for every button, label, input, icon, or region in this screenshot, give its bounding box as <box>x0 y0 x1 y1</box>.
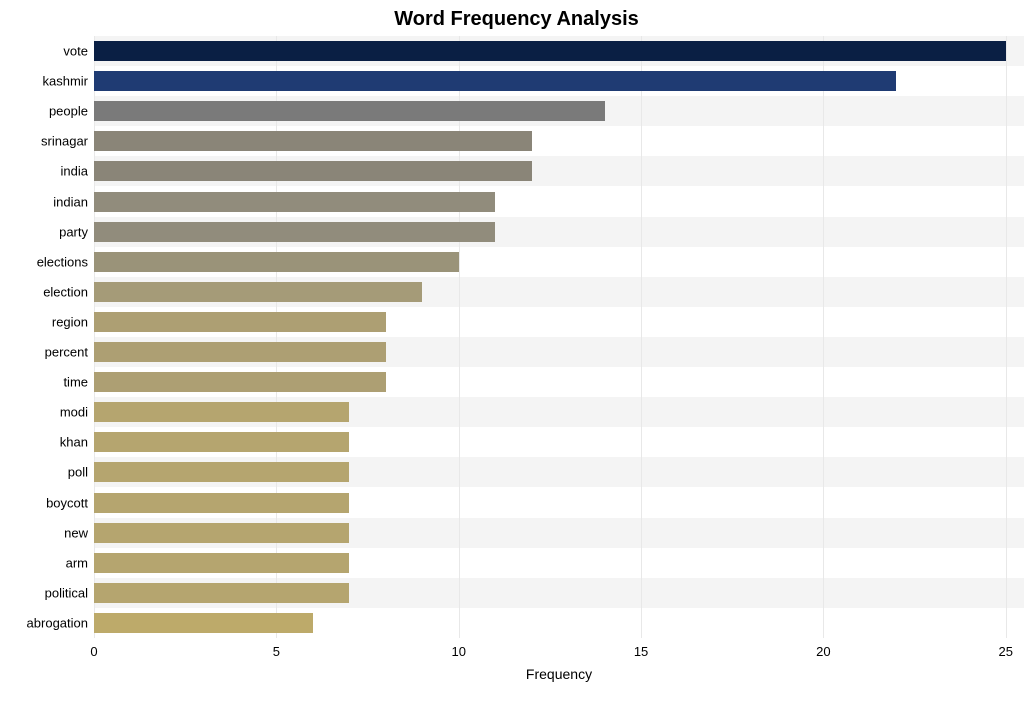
y-tick-label: election <box>43 284 88 299</box>
plot-area: Frequency 0510152025votekashmirpeoplesri… <box>94 36 1024 638</box>
bar <box>94 312 386 332</box>
bar <box>94 613 313 633</box>
grid-line <box>1006 36 1007 638</box>
bar <box>94 432 349 452</box>
x-tick-label: 15 <box>634 644 648 659</box>
x-tick-label: 5 <box>273 644 280 659</box>
y-tick-label: arm <box>66 555 88 570</box>
y-tick-label: party <box>59 224 88 239</box>
x-tick-label: 0 <box>90 644 97 659</box>
y-tick-label: khan <box>60 435 88 450</box>
bar <box>94 282 422 302</box>
bar <box>94 523 349 543</box>
x-axis-title: Frequency <box>94 666 1024 682</box>
y-tick-label: abrogation <box>27 615 88 630</box>
x-tick-label: 25 <box>999 644 1013 659</box>
y-tick-label: elections <box>37 254 88 269</box>
y-tick-label: boycott <box>46 495 88 510</box>
y-tick-label: indian <box>53 194 88 209</box>
x-tick-label: 10 <box>451 644 465 659</box>
y-tick-label: time <box>63 375 88 390</box>
bar <box>94 372 386 392</box>
y-tick-label: vote <box>63 44 88 59</box>
grid-line <box>823 36 824 638</box>
y-tick-label: region <box>52 314 88 329</box>
bar <box>94 101 605 121</box>
y-tick-label: poll <box>68 465 88 480</box>
bar <box>94 553 349 573</box>
chart-title: Word Frequency Analysis <box>0 8 1033 31</box>
bar <box>94 192 495 212</box>
bar <box>94 342 386 362</box>
y-tick-label: srinagar <box>41 134 88 149</box>
y-tick-label: new <box>64 525 88 540</box>
bar <box>94 222 495 242</box>
grid-line <box>641 36 642 638</box>
bar <box>94 402 349 422</box>
chart-container: Word Frequency Analysis Frequency 051015… <box>0 0 1033 701</box>
y-tick-label: kashmir <box>42 74 88 89</box>
grid-line <box>276 36 277 638</box>
y-tick-label: india <box>61 164 88 179</box>
y-tick-label: percent <box>45 345 88 360</box>
bar <box>94 41 1006 61</box>
bar <box>94 131 532 151</box>
grid-line <box>459 36 460 638</box>
y-tick-label: political <box>45 585 88 600</box>
bar <box>94 462 349 482</box>
bar <box>94 71 896 91</box>
y-tick-label: people <box>49 104 88 119</box>
grid-line <box>94 36 95 638</box>
bar <box>94 161 532 181</box>
x-tick-label: 20 <box>816 644 830 659</box>
bar <box>94 252 459 272</box>
bar <box>94 583 349 603</box>
bar <box>94 493 349 513</box>
y-tick-label: modi <box>60 405 88 420</box>
